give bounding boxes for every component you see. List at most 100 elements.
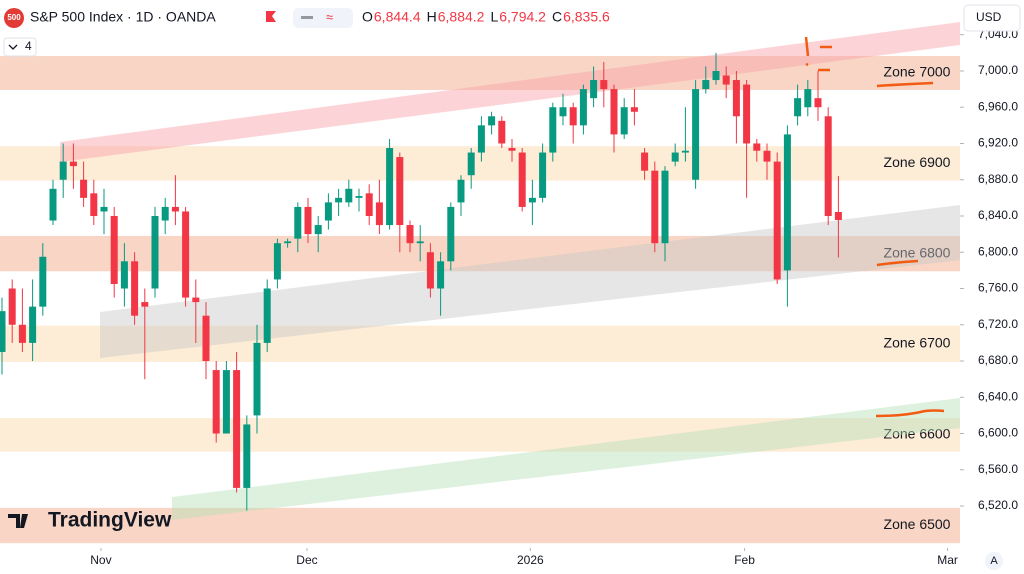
candle-body [651,170,659,244]
indicator-count: 4 [25,39,32,53]
candle-body [141,302,149,307]
candle-body [233,370,241,488]
candle-body [151,215,159,289]
candle-body [314,225,322,235]
ohlc-key: C [552,9,562,25]
candle-body [324,202,332,221]
zone [0,418,960,452]
time-scale [0,548,1024,574]
y-tick-label: 6,840.0 [978,208,1018,222]
candle-body [182,211,190,298]
candle-body [743,84,751,144]
candle-body [518,152,526,207]
y-tick-label: 6,800.0 [978,244,1018,258]
y-tick-label: 6,640.0 [978,389,1018,403]
currency: USD [976,10,1002,24]
candle-body [539,152,547,198]
candle-body [355,196,363,198]
candle-body [294,206,302,239]
y-tick-label: 6,560.0 [978,462,1018,476]
y-tick-label: 6,880.0 [978,172,1018,186]
zone-label: Zone 6900 [884,154,951,170]
candle-body [579,89,587,126]
channel-middle [100,205,960,358]
candle-body [426,252,434,289]
candle-body [457,179,465,203]
y-tick-label: 6,760.0 [978,281,1018,295]
y-tick-label: 6,600.0 [978,426,1018,440]
currency-button[interactable] [963,4,1021,32]
y-tick-label: 6,960.0 [978,99,1018,113]
candle-body [641,152,649,171]
candle-body [202,315,210,362]
zone-label: Zone 6500 [884,516,951,532]
candle-body [171,206,179,212]
candle-body [416,241,424,244]
ohlc-key: L [490,9,498,25]
candle-body [783,134,791,271]
zone [0,325,960,362]
candle-body [600,80,608,90]
zone-label: Zone 6700 [884,334,951,350]
candle-body [814,98,822,108]
candle-body [732,80,740,117]
candle-body [406,225,414,244]
ohlc-key: H [427,9,437,25]
y-tick-label: 6,680.0 [978,353,1018,367]
y-tick-label: 7,000.0 [978,63,1018,77]
candle-body [304,206,312,235]
ohlc-value: 6,884.2 [438,9,485,25]
channel-upper [60,22,960,162]
zone [0,507,960,544]
buttons[interactable] [293,8,353,28]
candle-body [671,152,679,162]
x-tick-label: Feb [734,553,755,567]
candle-body [396,157,404,226]
x-tick-label: Nov [90,553,111,567]
candle-body [100,206,108,212]
candle-body [549,107,557,153]
indicator-toggle[interactable] [3,37,37,57]
candle-body [39,256,47,307]
candle-body [49,188,57,221]
candle-body [773,161,781,280]
candle-body [192,297,200,303]
candle-body [661,170,669,244]
candle-body [59,161,67,180]
x-tick-label: Mar [937,553,958,567]
candle-body [467,152,475,176]
candle-body [263,288,271,343]
auto-button[interactable] [985,552,1003,570]
candle-body [18,324,26,343]
candle-body [824,116,832,216]
candle-body [794,98,802,117]
auto-label: A [990,555,998,567]
candle-body [620,107,628,135]
candle-body [80,179,88,198]
minus-icon [301,16,313,19]
candle-body [69,161,77,167]
candle-body [0,311,6,352]
candle-body [753,143,761,151]
candle-body [365,193,373,216]
annotation-line [875,409,945,418]
brand: TradingView [48,509,172,532]
candle-body [834,212,842,220]
annotation-underline [876,259,919,267]
candle-body [284,241,292,244]
candle-body [345,188,353,203]
candle-body [243,424,251,488]
candle-body [335,197,343,203]
zone-label: Zone 6800 [884,244,951,260]
zone [0,56,960,91]
candle-body [120,261,128,289]
candle-body [110,215,118,284]
candle-body [702,80,710,90]
price-scale [960,0,1024,574]
logo-text: 500 [7,13,21,22]
candle-body [681,150,689,153]
zone-label: Zone 6600 [884,426,951,442]
candle-body [131,261,139,316]
candle-body [161,206,169,221]
